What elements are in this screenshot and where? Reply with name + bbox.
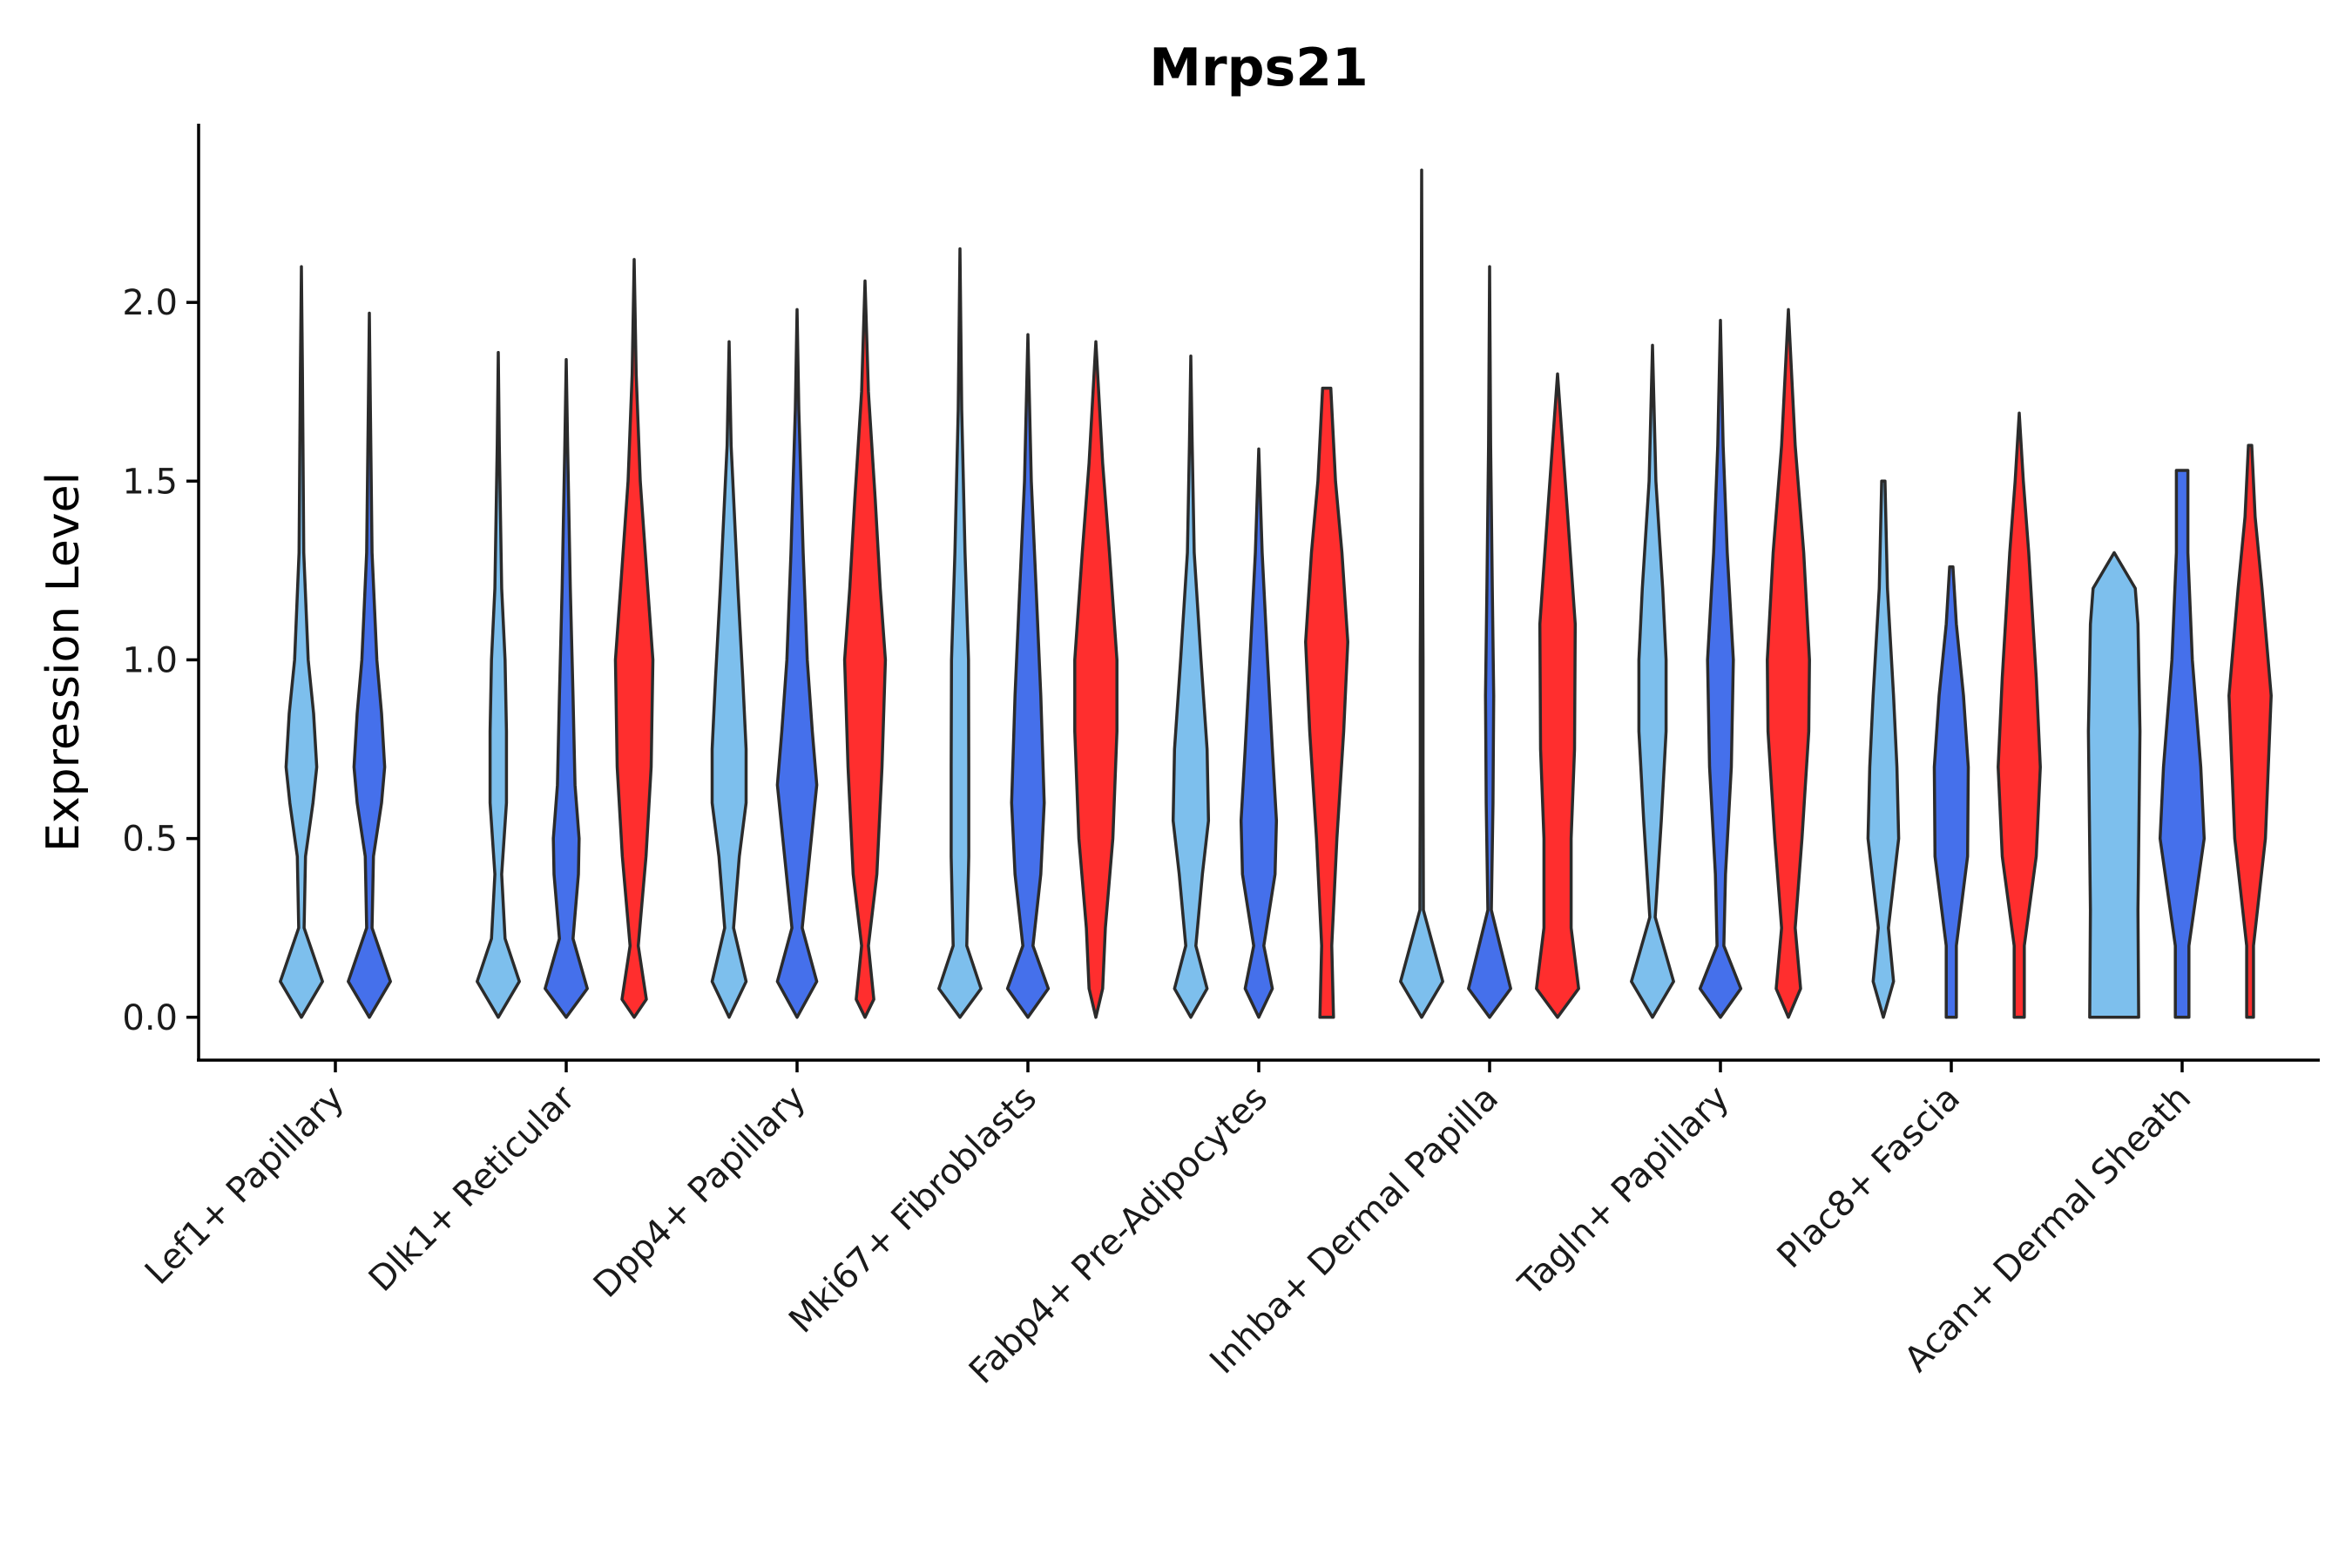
- violin: [544, 358, 589, 1019]
- violin: [2086, 551, 2142, 1019]
- y-axis-label: Expression Level: [37, 472, 90, 852]
- violin: [1304, 386, 1349, 1019]
- violin: [710, 340, 748, 1019]
- violin: [2158, 469, 2207, 1019]
- x-ticks: Lef1+ Papillary Dlk1+ Reticular Dpp4+ Papi…: [138, 1060, 2199, 1392]
- x-tick-label: Tagln+ Papillary: [1511, 1078, 1737, 1305]
- x-tick-label: Dlk1+ Reticular: [362, 1078, 584, 1300]
- violin: [347, 311, 392, 1019]
- violin: [1866, 479, 1901, 1019]
- violin: [1467, 265, 1512, 1019]
- x-tick-label: Plac8+ Fascia: [1770, 1078, 1969, 1277]
- violin: [279, 265, 324, 1019]
- y-ticks: 0.0 0.5 1.0 1.5 2.0: [122, 283, 199, 1038]
- y-tick-label: 2.0: [122, 283, 178, 323]
- violin: [1171, 354, 1211, 1019]
- violin: [1932, 565, 1970, 1019]
- violin: [2227, 443, 2273, 1019]
- violin: [1766, 308, 1811, 1019]
- x-tick-label: Lef1+ Papillary: [138, 1078, 352, 1293]
- violin: [1005, 333, 1051, 1019]
- violin: [1239, 447, 1279, 1019]
- violin: [1073, 340, 1119, 1019]
- violin: [1997, 411, 2042, 1019]
- violin: [1535, 372, 1580, 1019]
- violin: [1399, 168, 1444, 1019]
- violin: [1698, 318, 1743, 1019]
- violins-layer: [279, 168, 2273, 1019]
- y-tick-label: 0.5: [122, 820, 178, 860]
- x-tick-label: Mki67+ Fibroblasts: [781, 1078, 1044, 1342]
- violin: [1630, 343, 1675, 1019]
- violin: [476, 350, 521, 1019]
- violin: [775, 308, 819, 1019]
- violin: [613, 258, 655, 1019]
- y-tick-label: 1.0: [122, 640, 178, 680]
- x-tick-label: Dpp4+ Papillary: [586, 1078, 814, 1306]
- y-tick-label: 1.5: [122, 462, 178, 502]
- y-tick-label: 0.0: [122, 998, 178, 1038]
- violin: [842, 279, 888, 1019]
- violin: [937, 247, 983, 1019]
- chart-title: Mrps21: [1149, 37, 1368, 98]
